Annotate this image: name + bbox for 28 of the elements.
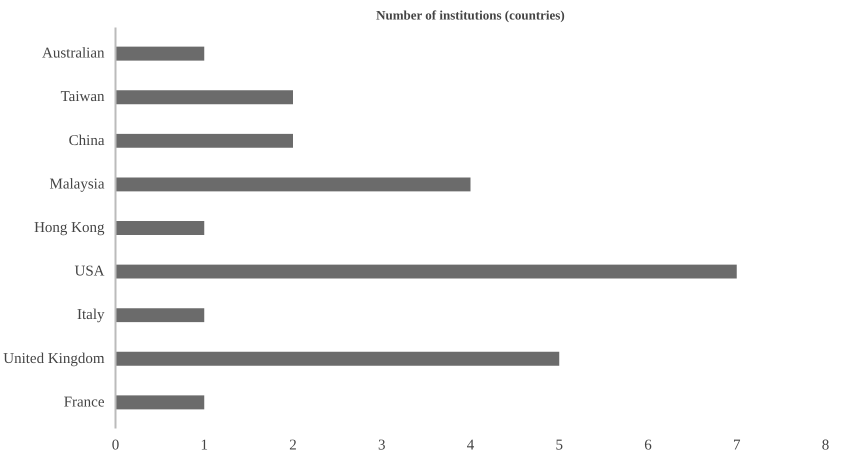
bar (116, 221, 204, 235)
x-tick-label: 5 (556, 438, 563, 454)
x-tick-label: 8 (822, 438, 830, 454)
x-tick-label: 0 (112, 438, 120, 454)
x-tick-label: 7 (733, 438, 741, 454)
y-tick-label: Australian (42, 46, 105, 62)
x-tick-label: 6 (644, 438, 652, 454)
bar (116, 134, 293, 148)
y-tick-label: France (64, 394, 105, 410)
y-tick-label: USA (74, 264, 105, 280)
x-tick-label: 1 (200, 438, 208, 454)
bar (116, 177, 470, 192)
x-tick-label: 4 (466, 438, 475, 454)
y-tick-label: Malaysia (50, 176, 105, 192)
y-tick-label: China (68, 132, 105, 149)
bar (116, 46, 204, 61)
bar (116, 395, 204, 410)
chart-title: Number of institutions (countries) (376, 8, 565, 22)
y-tick-label: Hong Kong (34, 220, 105, 236)
bar (116, 308, 204, 322)
y-tick-label: United Kingdom (3, 350, 105, 367)
bar (116, 352, 560, 366)
x-tick-label: 3 (378, 438, 386, 454)
bar (116, 264, 737, 279)
y-tick-label: Taiwan (60, 89, 105, 106)
bar (116, 90, 293, 104)
x-tick-label: 2 (289, 438, 297, 454)
y-tick-label: Italy (77, 307, 105, 324)
